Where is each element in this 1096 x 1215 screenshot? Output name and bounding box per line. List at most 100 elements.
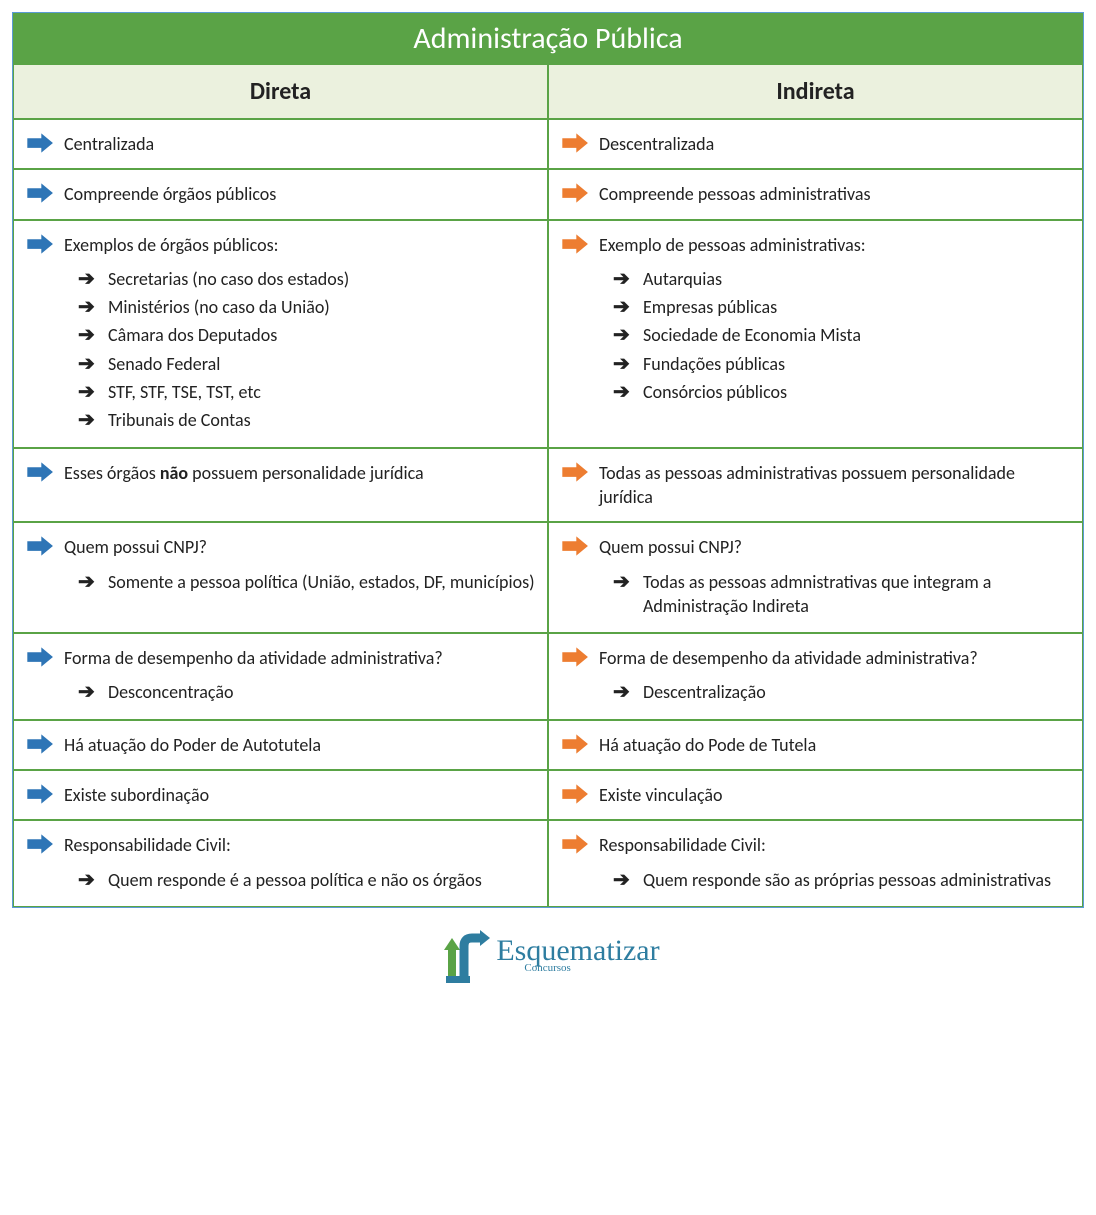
logo-main-text: Esquematizar bbox=[496, 937, 659, 964]
arrow-right-icon bbox=[561, 132, 589, 154]
cell-lead-text: Responsabilidade Civil: bbox=[599, 831, 1070, 857]
sub-arrow-icon: ➔ bbox=[78, 323, 100, 347]
cell-left: Quem possui CNPJ? ➔Somente a pessoa polít… bbox=[13, 522, 548, 633]
sub-arrow-icon: ➔ bbox=[78, 295, 100, 319]
cell-lead-text: Quem possui CNPJ? bbox=[599, 533, 1070, 559]
arrow-right-icon bbox=[26, 646, 54, 668]
cell-lead-text: Há atuação do Pode de Tutela bbox=[599, 731, 1070, 757]
cell-sub-list: ➔Somente a pessoa política (União, estad… bbox=[78, 568, 535, 596]
sub-item: ➔ Secretarias (no caso dos estados) bbox=[78, 265, 535, 293]
table-row: Centralizada Descentralizada bbox=[13, 119, 1083, 169]
table-body: Centralizada Descentralizada Compreende … bbox=[13, 119, 1083, 907]
cell-left: Centralizada bbox=[13, 119, 548, 169]
sub-item: ➔ Consórcios públicos bbox=[613, 378, 1070, 406]
sub-item-text: Ministérios (no caso da União) bbox=[108, 295, 330, 319]
sub-item: ➔Todas as pessoas admnistrativas que int… bbox=[613, 568, 1070, 621]
cell-sub-list: ➔ Autarquias ➔ Empresas públicas ➔ Sociedade … bbox=[613, 265, 1070, 406]
sub-item: ➔ Descentralização bbox=[613, 678, 1070, 706]
cell-left: Exemplos de órgãos públicos: ➔ Secretarias… bbox=[13, 220, 548, 448]
cell-left: Existe subordinação bbox=[13, 770, 548, 820]
sub-item: ➔Quem responde é a pessoa política e não… bbox=[78, 866, 535, 894]
sub-arrow-icon: ➔ bbox=[78, 267, 100, 291]
sub-item: ➔Quem responde são as próprias pessoas a… bbox=[613, 866, 1070, 894]
header-row: Direta Indireta bbox=[13, 64, 1083, 119]
cell-lead-text: Esses órgãos não possuem personalidade j… bbox=[64, 459, 535, 485]
sub-item: ➔ Autarquias bbox=[613, 265, 1070, 293]
cell-lead-text: Descentralizada bbox=[599, 130, 1070, 156]
arrow-right-icon bbox=[561, 535, 589, 557]
sub-item: ➔ Desconcentração bbox=[78, 678, 535, 706]
table-row: Responsabilidade Civil: ➔Quem responde é … bbox=[13, 820, 1083, 907]
cell-right: Responsabilidade Civil: ➔Quem responde sã… bbox=[548, 820, 1083, 907]
cell-lead-text: Centralizada bbox=[64, 130, 535, 156]
sub-item-text: STF, STF, TSE, TST, etc bbox=[108, 380, 261, 404]
cell-lead-text: Responsabilidade Civil: bbox=[64, 831, 535, 857]
sub-item-text: Secretarias (no caso dos estados) bbox=[108, 267, 349, 291]
cell-sub-list: ➔Quem responde são as próprias pessoas a… bbox=[613, 866, 1070, 894]
cell-lead-text: Forma de desempenho da atividade adminis… bbox=[64, 644, 535, 670]
header-indireta: Indireta bbox=[548, 64, 1083, 119]
sub-item-text: Fundações públicas bbox=[643, 352, 785, 376]
sub-item-text: Câmara dos Deputados bbox=[108, 323, 277, 347]
arrow-right-icon bbox=[561, 461, 589, 483]
arrow-right-icon bbox=[561, 733, 589, 755]
cell-left: Compreende órgãos públicos bbox=[13, 169, 548, 219]
arrow-right-icon bbox=[26, 733, 54, 755]
cell-right: Existe vinculação bbox=[548, 770, 1083, 820]
table-row: Compreende órgãos públicos Compreende pe… bbox=[13, 169, 1083, 219]
sub-arrow-icon: ➔ bbox=[613, 295, 635, 319]
cell-sub-list: ➔ Desconcentração bbox=[78, 678, 535, 706]
sub-item-text: Senado Federal bbox=[108, 352, 220, 376]
sub-arrow-icon: ➔ bbox=[613, 680, 635, 704]
sub-arrow-icon: ➔ bbox=[78, 570, 100, 594]
cell-lead-text: Existe vinculação bbox=[599, 781, 1070, 807]
table-row: Existe subordinação Existe vinculação bbox=[13, 770, 1083, 820]
sub-arrow-icon: ➔ bbox=[78, 680, 100, 704]
sub-item: ➔Senado Federal bbox=[78, 350, 535, 378]
sub-item-text: Sociedade de Economia Mista bbox=[643, 323, 861, 347]
cell-lead-text: Compreende órgãos públicos bbox=[64, 180, 535, 206]
arrow-right-icon bbox=[26, 233, 54, 255]
sub-item-text: Todas as pessoas admnistrativas que inte… bbox=[643, 570, 1070, 619]
sub-item-text: Tribunais de Contas bbox=[108, 408, 251, 432]
arrow-right-icon bbox=[26, 783, 54, 805]
sub-item-text: Autarquias bbox=[643, 267, 722, 291]
cell-lead-text: Exemplos de órgãos públicos: bbox=[64, 231, 535, 257]
cell-sub-list: ➔ Secretarias (no caso dos estados) ➔ Minis… bbox=[78, 265, 535, 435]
sub-item-text: Desconcentração bbox=[108, 680, 233, 704]
comparison-table: Administração Pública Direta Indireta Ce… bbox=[12, 12, 1084, 908]
arrow-right-icon bbox=[26, 461, 54, 483]
sub-item-text: Empresas públicas bbox=[643, 295, 777, 319]
sub-arrow-icon: ➔ bbox=[613, 267, 635, 291]
cell-right: Todas as pessoas administrativas possuem… bbox=[548, 448, 1083, 523]
cell-right: Há atuação do Pode de Tutela bbox=[548, 720, 1083, 770]
sub-item: ➔ Sociedade de Economia Mista bbox=[613, 321, 1070, 349]
arrow-right-icon bbox=[561, 182, 589, 204]
sub-item-text: Descentralização bbox=[643, 680, 766, 704]
sub-item: ➔ Empresas públicas bbox=[613, 293, 1070, 321]
sub-arrow-icon: ➔ bbox=[613, 352, 635, 376]
cell-lead-text: Exemplo de pessoas administrativas: bbox=[599, 231, 1070, 257]
arrow-right-icon bbox=[26, 182, 54, 204]
sub-item: ➔ Câmara dos Deputados bbox=[78, 321, 535, 349]
cell-lead-text: Há atuação do Poder de Autotutela bbox=[64, 731, 535, 757]
cell-left: Responsabilidade Civil: ➔Quem responde é … bbox=[13, 820, 548, 907]
sub-item-text: Consórcios públicos bbox=[643, 380, 787, 404]
cell-sub-list: ➔ Descentralização bbox=[613, 678, 1070, 706]
sub-arrow-icon: ➔ bbox=[613, 323, 635, 347]
cell-right: Quem possui CNPJ? ➔Todas as pessoas admni… bbox=[548, 522, 1083, 633]
sub-arrow-icon: ➔ bbox=[78, 380, 100, 404]
cell-lead-text: Existe subordinação bbox=[64, 781, 535, 807]
arrow-right-icon bbox=[26, 833, 54, 855]
sub-item-text: Quem responde é a pessoa política e não … bbox=[108, 868, 482, 892]
arrow-right-icon bbox=[561, 233, 589, 255]
arrow-right-icon bbox=[561, 783, 589, 805]
table-row: Forma de desempenho da atividade adminis… bbox=[13, 633, 1083, 720]
arrow-right-icon bbox=[561, 833, 589, 855]
sub-arrow-icon: ➔ bbox=[613, 380, 635, 404]
sub-item: ➔ STF, STF, TSE, TST, etc bbox=[78, 378, 535, 406]
cell-left: Há atuação do Poder de Autotutela bbox=[13, 720, 548, 770]
cell-left: Forma de desempenho da atividade adminis… bbox=[13, 633, 548, 720]
sub-item: ➔Tribunais de Contas bbox=[78, 406, 535, 434]
cell-lead-text: Quem possui CNPJ? bbox=[64, 533, 535, 559]
